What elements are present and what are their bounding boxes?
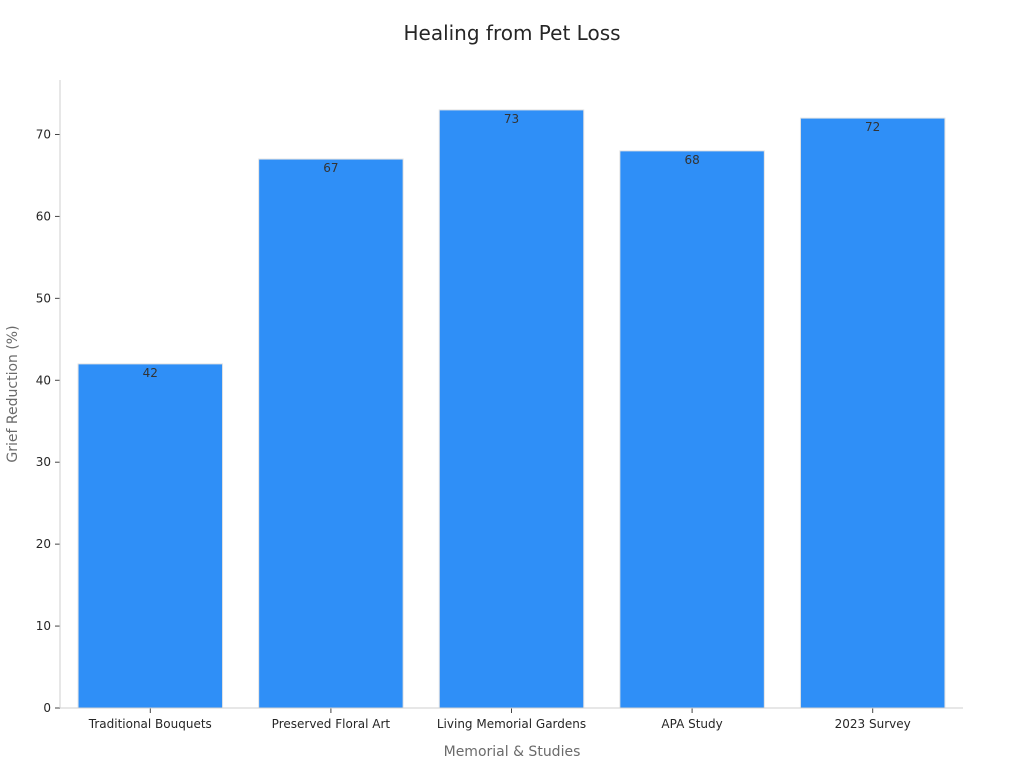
x-tick-label-2: Preserved Floral Art <box>272 717 391 731</box>
y-tick-label-30: 30 <box>36 455 51 469</box>
data-label-5: 72 <box>865 120 880 134</box>
bar-2 <box>258 158 404 709</box>
y-axis-title: Grief Reduction (%) <box>5 325 21 462</box>
y-tick-label-40: 40 <box>36 373 51 387</box>
data-label-4: 68 <box>684 153 699 167</box>
y-tick-label-60: 60 <box>36 209 51 223</box>
axes-group: Traditional Bouquets Preserved Floral Art… <box>36 80 963 731</box>
x-tick-label-4: APA Study <box>661 717 722 731</box>
y-tick-label-50: 50 <box>36 291 51 305</box>
y-tick-label-0: 0 <box>43 701 51 715</box>
y-tick-label-70: 70 <box>36 127 51 141</box>
y-tick-label-20: 20 <box>36 537 51 551</box>
data-label-3: 73 <box>504 112 519 126</box>
x-tick-label-5: 2023 Survey <box>835 717 911 731</box>
x-tick-label-3: Living Memorial Gardens <box>437 717 586 731</box>
x-axis-title: Memorial & Studies <box>444 744 581 760</box>
bar-3 <box>438 109 585 709</box>
data-label-2: 67 <box>323 161 338 175</box>
bar-4 <box>619 150 765 709</box>
y-tick-label-10: 10 <box>36 619 51 633</box>
bar-1 <box>77 363 224 709</box>
chart-title: Healing from Pet Loss <box>403 21 620 45</box>
x-tick-label-1: Traditional Bouquets <box>88 717 212 731</box>
data-label-1: 42 <box>143 366 158 380</box>
bars-group: 42 67 73 68 72 <box>77 109 946 709</box>
bar-5 <box>799 117 946 709</box>
